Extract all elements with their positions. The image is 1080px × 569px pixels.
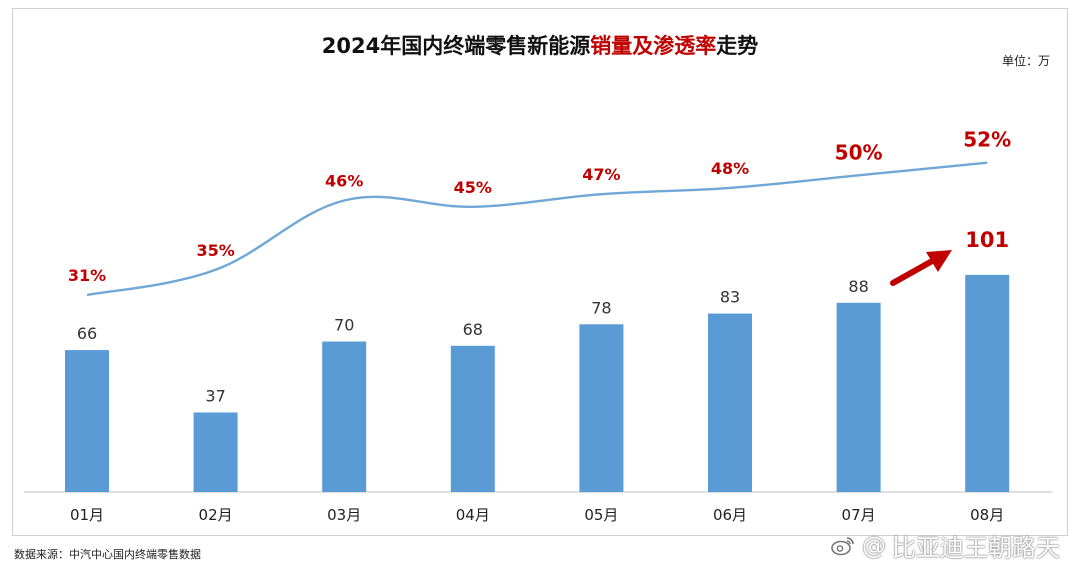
line-value-label: 35% [196,241,234,260]
bar-value-label: 88 [848,277,868,296]
bar-02月 [193,412,238,492]
x-tick-label: 06月 [713,506,747,524]
bar-04月 [450,345,495,492]
bar-07月 [836,302,881,492]
watermark: @ 比亚迪王朝路天 [830,528,1060,563]
line-value-label: 50% [835,140,883,164]
bar-01月 [65,350,109,492]
chart-title: 2024年国内终端零售新能源销量及渗透率走势 [321,34,759,58]
line-value-label: 31% [68,266,106,285]
x-tick-label: 02月 [199,506,233,524]
x-tick-label: 05月 [584,506,618,524]
line-value-label: 46% [325,172,363,191]
x-tick-label: 01月 [70,506,104,524]
bar-value-label: 68 [463,320,483,339]
penetration-line [86,161,988,297]
bar-value-label: 70 [334,316,354,335]
chart-frame [12,8,1068,536]
x-tick-label: 07月 [842,506,876,524]
bar-value-label: 83 [720,288,740,307]
x-tick-label: 04月 [456,506,490,524]
x-tick-label: 03月 [327,506,361,524]
bar-value-label: 101 [965,228,1009,252]
line-value-label: 48% [711,159,749,178]
bar-06月 [708,313,752,492]
line-value-label: 52% [963,128,1011,152]
weibo-icon [831,536,854,555]
bar-05月 [579,324,624,492]
bar-03月 [322,341,367,492]
bar-value-label: 78 [591,298,611,317]
growth-arrow-shaft [890,257,937,286]
line-value-label: 47% [582,165,620,184]
line-value-label: 45% [454,178,492,197]
source-label: 数据来源：中汽中心国内终端零售数据 [14,548,201,561]
growth-arrow-head [926,250,952,272]
x-tick-label: 08月 [970,506,1004,524]
bar-value-label: 66 [77,324,97,343]
unit-label: 单位：万 [1001,54,1050,68]
bar-value-label: 37 [205,386,225,405]
bar-08月 [965,274,1010,492]
watermark-at: @ [862,531,886,560]
watermark-text: 比亚迪王朝路天 [892,534,1060,562]
